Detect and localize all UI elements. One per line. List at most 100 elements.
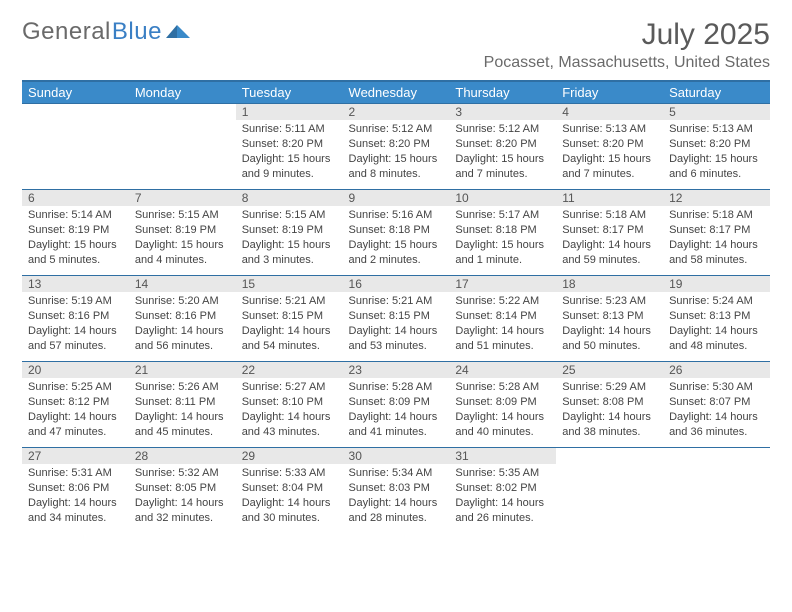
brand-mark-icon xyxy=(166,18,192,46)
calendar-cell: 23Sunrise: 5:28 AMSunset: 8:09 PMDayligh… xyxy=(343,362,450,448)
day-details: Sunrise: 5:25 AMSunset: 8:12 PMDaylight:… xyxy=(22,378,129,443)
sunrise-line: Sunrise: 5:16 AM xyxy=(349,208,444,223)
sunset-line: Sunset: 8:20 PM xyxy=(349,137,444,152)
calendar-cell: 14Sunrise: 5:20 AMSunset: 8:16 PMDayligh… xyxy=(129,276,236,362)
day-header: Saturday xyxy=(663,81,770,104)
title-block: July 2025 Pocasset, Massachusetts, Unite… xyxy=(484,18,770,78)
sunrise-line: Sunrise: 5:27 AM xyxy=(242,380,337,395)
calendar-cell: 6Sunrise: 5:14 AMSunset: 8:19 PMDaylight… xyxy=(22,190,129,276)
day-details: Sunrise: 5:12 AMSunset: 8:20 PMDaylight:… xyxy=(343,120,450,185)
sunset-line: Sunset: 8:17 PM xyxy=(669,223,764,238)
sunrise-line: Sunrise: 5:25 AM xyxy=(28,380,123,395)
day-number: 7 xyxy=(129,190,236,206)
day-details: Sunrise: 5:18 AMSunset: 8:17 PMDaylight:… xyxy=(556,206,663,271)
day-details: Sunrise: 5:30 AMSunset: 8:07 PMDaylight:… xyxy=(663,378,770,443)
daylight-line: Daylight: 14 hours and 53 minutes. xyxy=(349,324,444,354)
sunset-line: Sunset: 8:15 PM xyxy=(349,309,444,324)
day-details: Sunrise: 5:14 AMSunset: 8:19 PMDaylight:… xyxy=(22,206,129,271)
calendar-cell: 17Sunrise: 5:22 AMSunset: 8:14 PMDayligh… xyxy=(449,276,556,362)
daylight-line: Daylight: 15 hours and 7 minutes. xyxy=(562,152,657,182)
daylight-line: Daylight: 15 hours and 3 minutes. xyxy=(242,238,337,268)
daylight-line: Daylight: 14 hours and 40 minutes. xyxy=(455,410,550,440)
sunrise-line: Sunrise: 5:29 AM xyxy=(562,380,657,395)
calendar-cell xyxy=(663,448,770,534)
sunset-line: Sunset: 8:14 PM xyxy=(455,309,550,324)
calendar-cell: 24Sunrise: 5:28 AMSunset: 8:09 PMDayligh… xyxy=(449,362,556,448)
day-header-row: SundayMondayTuesdayWednesdayThursdayFrid… xyxy=(22,81,770,104)
day-header: Tuesday xyxy=(236,81,343,104)
daylight-line: Daylight: 14 hours and 41 minutes. xyxy=(349,410,444,440)
day-number: 15 xyxy=(236,276,343,292)
sunrise-line: Sunrise: 5:11 AM xyxy=(242,122,337,137)
sunrise-line: Sunrise: 5:32 AM xyxy=(135,466,230,481)
calendar-cell: 25Sunrise: 5:29 AMSunset: 8:08 PMDayligh… xyxy=(556,362,663,448)
sunset-line: Sunset: 8:05 PM xyxy=(135,481,230,496)
day-number: 30 xyxy=(343,448,450,464)
sunrise-line: Sunrise: 5:23 AM xyxy=(562,294,657,309)
day-number: 1 xyxy=(236,104,343,120)
day-number: 16 xyxy=(343,276,450,292)
calendar-cell: 5Sunrise: 5:13 AMSunset: 8:20 PMDaylight… xyxy=(663,104,770,190)
sunrise-line: Sunrise: 5:24 AM xyxy=(669,294,764,309)
day-number: 19 xyxy=(663,276,770,292)
sunset-line: Sunset: 8:20 PM xyxy=(669,137,764,152)
sunrise-line: Sunrise: 5:17 AM xyxy=(455,208,550,223)
day-details: Sunrise: 5:35 AMSunset: 8:02 PMDaylight:… xyxy=(449,464,556,529)
sunrise-line: Sunrise: 5:26 AM xyxy=(135,380,230,395)
day-details: Sunrise: 5:11 AMSunset: 8:20 PMDaylight:… xyxy=(236,120,343,185)
day-details: Sunrise: 5:15 AMSunset: 8:19 PMDaylight:… xyxy=(129,206,236,271)
day-details: Sunrise: 5:33 AMSunset: 8:04 PMDaylight:… xyxy=(236,464,343,529)
day-number: 18 xyxy=(556,276,663,292)
sunrise-line: Sunrise: 5:20 AM xyxy=(135,294,230,309)
daylight-line: Daylight: 14 hours and 51 minutes. xyxy=(455,324,550,354)
sunset-line: Sunset: 8:19 PM xyxy=(135,223,230,238)
calendar-week: 1Sunrise: 5:11 AMSunset: 8:20 PMDaylight… xyxy=(22,104,770,190)
sunset-line: Sunset: 8:09 PM xyxy=(455,395,550,410)
calendar-cell: 18Sunrise: 5:23 AMSunset: 8:13 PMDayligh… xyxy=(556,276,663,362)
calendar-cell xyxy=(556,448,663,534)
daylight-line: Daylight: 14 hours and 28 minutes. xyxy=(349,496,444,526)
calendar-cell: 31Sunrise: 5:35 AMSunset: 8:02 PMDayligh… xyxy=(449,448,556,534)
sunrise-line: Sunrise: 5:30 AM xyxy=(669,380,764,395)
sunrise-line: Sunrise: 5:35 AM xyxy=(455,466,550,481)
day-details: Sunrise: 5:24 AMSunset: 8:13 PMDaylight:… xyxy=(663,292,770,357)
calendar-cell: 11Sunrise: 5:18 AMSunset: 8:17 PMDayligh… xyxy=(556,190,663,276)
day-details: Sunrise: 5:16 AMSunset: 8:18 PMDaylight:… xyxy=(343,206,450,271)
sunset-line: Sunset: 8:13 PM xyxy=(669,309,764,324)
calendar-cell: 2Sunrise: 5:12 AMSunset: 8:20 PMDaylight… xyxy=(343,104,450,190)
calendar-cell: 13Sunrise: 5:19 AMSunset: 8:16 PMDayligh… xyxy=(22,276,129,362)
day-number: 23 xyxy=(343,362,450,378)
sunrise-line: Sunrise: 5:14 AM xyxy=(28,208,123,223)
day-details: Sunrise: 5:17 AMSunset: 8:18 PMDaylight:… xyxy=(449,206,556,271)
day-details: Sunrise: 5:23 AMSunset: 8:13 PMDaylight:… xyxy=(556,292,663,357)
calendar-cell: 4Sunrise: 5:13 AMSunset: 8:20 PMDaylight… xyxy=(556,104,663,190)
day-header: Monday xyxy=(129,81,236,104)
day-details: Sunrise: 5:19 AMSunset: 8:16 PMDaylight:… xyxy=(22,292,129,357)
calendar-cell: 19Sunrise: 5:24 AMSunset: 8:13 PMDayligh… xyxy=(663,276,770,362)
day-details: Sunrise: 5:15 AMSunset: 8:19 PMDaylight:… xyxy=(236,206,343,271)
daylight-line: Daylight: 15 hours and 6 minutes. xyxy=(669,152,764,182)
sunset-line: Sunset: 8:19 PM xyxy=(28,223,123,238)
sunrise-line: Sunrise: 5:12 AM xyxy=(455,122,550,137)
calendar-cell: 15Sunrise: 5:21 AMSunset: 8:15 PMDayligh… xyxy=(236,276,343,362)
daylight-line: Daylight: 14 hours and 32 minutes. xyxy=(135,496,230,526)
sunset-line: Sunset: 8:02 PM xyxy=(455,481,550,496)
calendar-cell: 9Sunrise: 5:16 AMSunset: 8:18 PMDaylight… xyxy=(343,190,450,276)
day-number: 20 xyxy=(22,362,129,378)
sunrise-line: Sunrise: 5:22 AM xyxy=(455,294,550,309)
sunset-line: Sunset: 8:13 PM xyxy=(562,309,657,324)
daylight-line: Daylight: 15 hours and 9 minutes. xyxy=(242,152,337,182)
daylight-line: Daylight: 14 hours and 38 minutes. xyxy=(562,410,657,440)
daylight-line: Daylight: 15 hours and 4 minutes. xyxy=(135,238,230,268)
day-header: Wednesday xyxy=(343,81,450,104)
day-details: Sunrise: 5:21 AMSunset: 8:15 PMDaylight:… xyxy=(343,292,450,357)
sunrise-line: Sunrise: 5:28 AM xyxy=(349,380,444,395)
day-number: 21 xyxy=(129,362,236,378)
day-number: 29 xyxy=(236,448,343,464)
calendar-cell: 20Sunrise: 5:25 AMSunset: 8:12 PMDayligh… xyxy=(22,362,129,448)
daylight-line: Daylight: 15 hours and 5 minutes. xyxy=(28,238,123,268)
daylight-line: Daylight: 15 hours and 2 minutes. xyxy=(349,238,444,268)
sunrise-line: Sunrise: 5:33 AM xyxy=(242,466,337,481)
sunset-line: Sunset: 8:18 PM xyxy=(455,223,550,238)
calendar-table: SundayMondayTuesdayWednesdayThursdayFrid… xyxy=(22,80,770,534)
